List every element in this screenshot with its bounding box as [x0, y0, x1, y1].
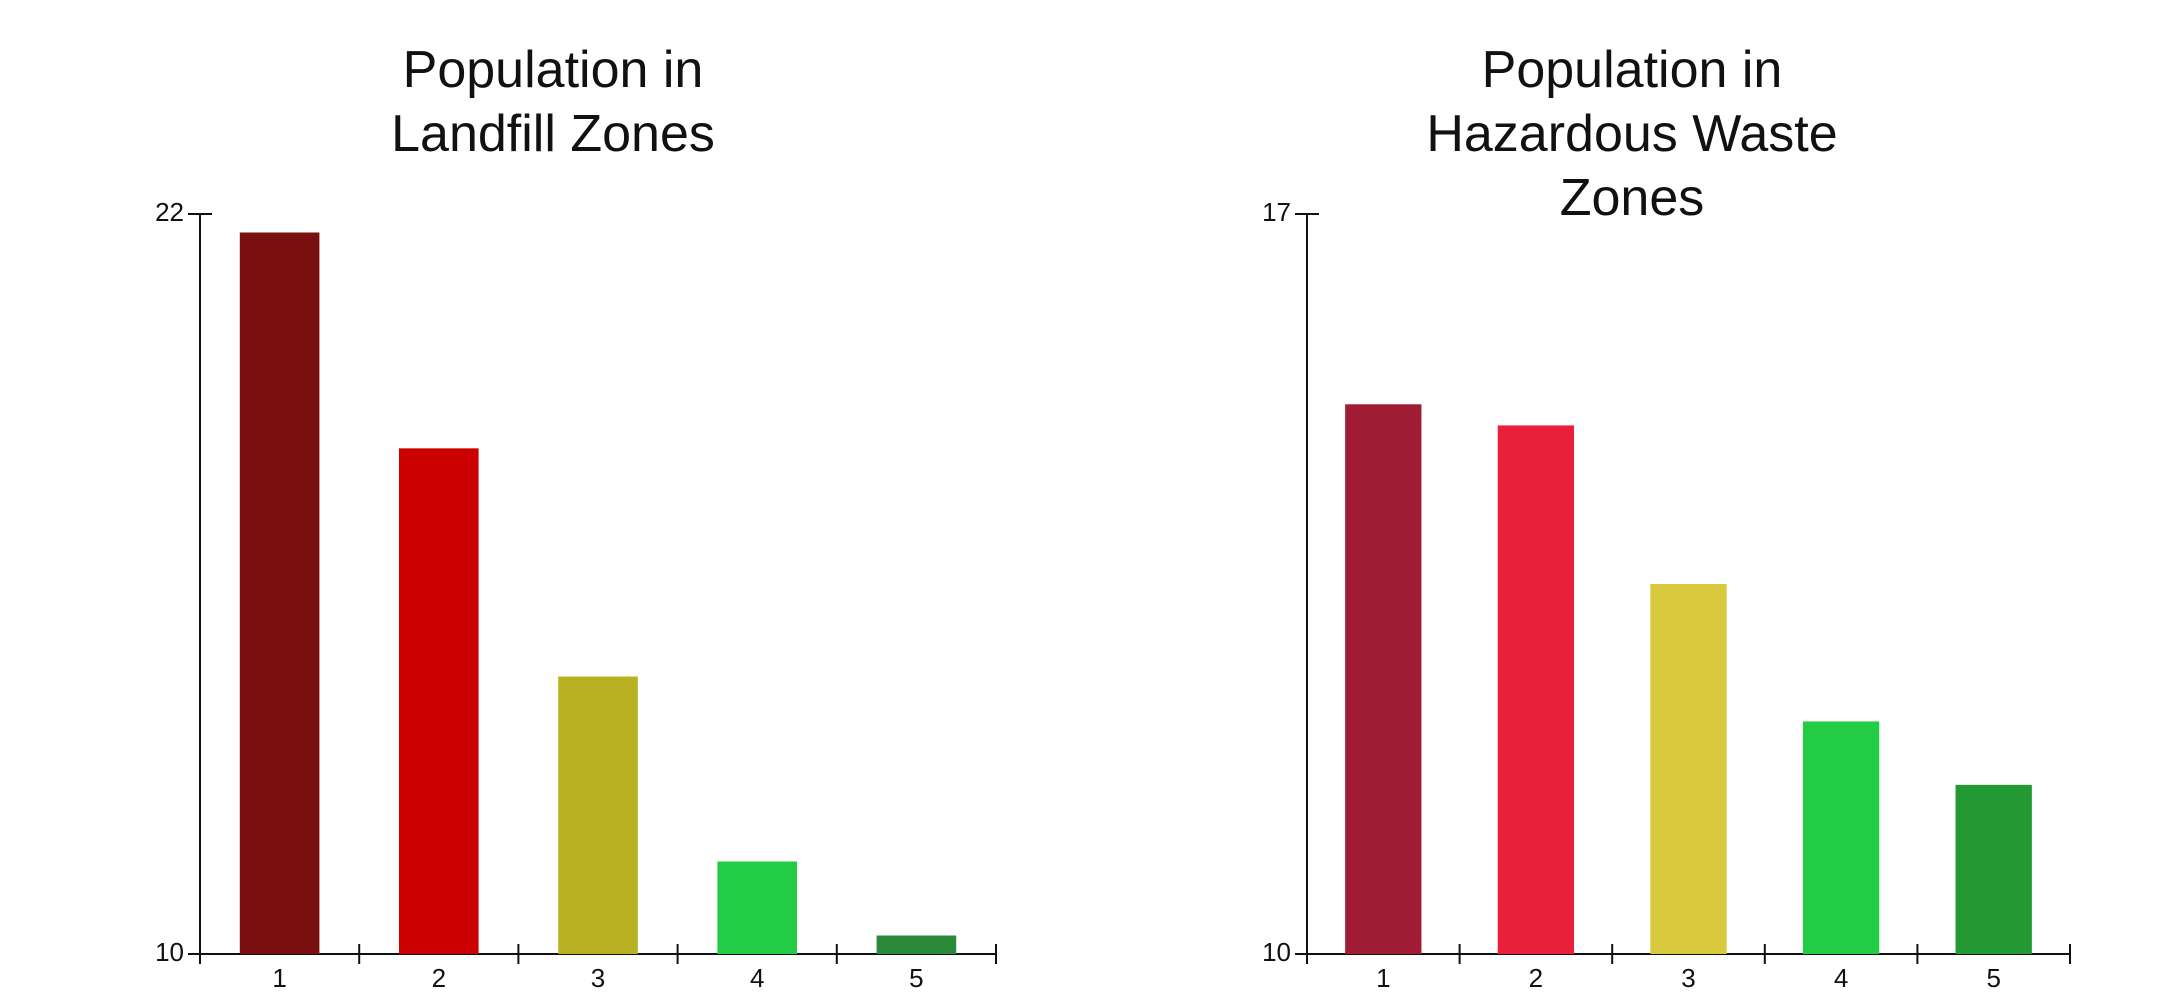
y-tick-label: 17	[1262, 197, 1291, 227]
page: Population in Landfill Zones Population …	[0, 0, 2168, 1003]
bar	[877, 936, 957, 955]
bar	[1345, 404, 1421, 954]
bar	[1956, 785, 2032, 954]
bar	[240, 233, 320, 955]
bar	[1803, 721, 1879, 954]
x-tick-label: 3	[1681, 963, 1695, 993]
x-tick-label: 1	[1376, 963, 1390, 993]
x-tick-label: 1	[272, 963, 286, 993]
bar	[717, 862, 797, 955]
bar	[558, 677, 638, 955]
x-tick-label: 4	[750, 963, 764, 993]
x-tick-label: 5	[1986, 963, 2000, 993]
x-tick-label: 2	[432, 963, 446, 993]
charts: 10 22 1 2 3 4 5 10 17 1 2 3 4 5	[0, 0, 2168, 1003]
x-tick-label: 4	[1834, 963, 1848, 993]
bar	[399, 448, 479, 954]
y-tick-label: 22	[155, 197, 184, 227]
y-tick-label: 10	[1262, 937, 1291, 967]
x-tick-label: 3	[591, 963, 605, 993]
x-tick-label: 5	[909, 963, 923, 993]
bar	[1650, 584, 1726, 954]
y-tick-label: 10	[155, 937, 184, 967]
x-tick-label: 2	[1529, 963, 1543, 993]
bar	[1498, 425, 1574, 954]
